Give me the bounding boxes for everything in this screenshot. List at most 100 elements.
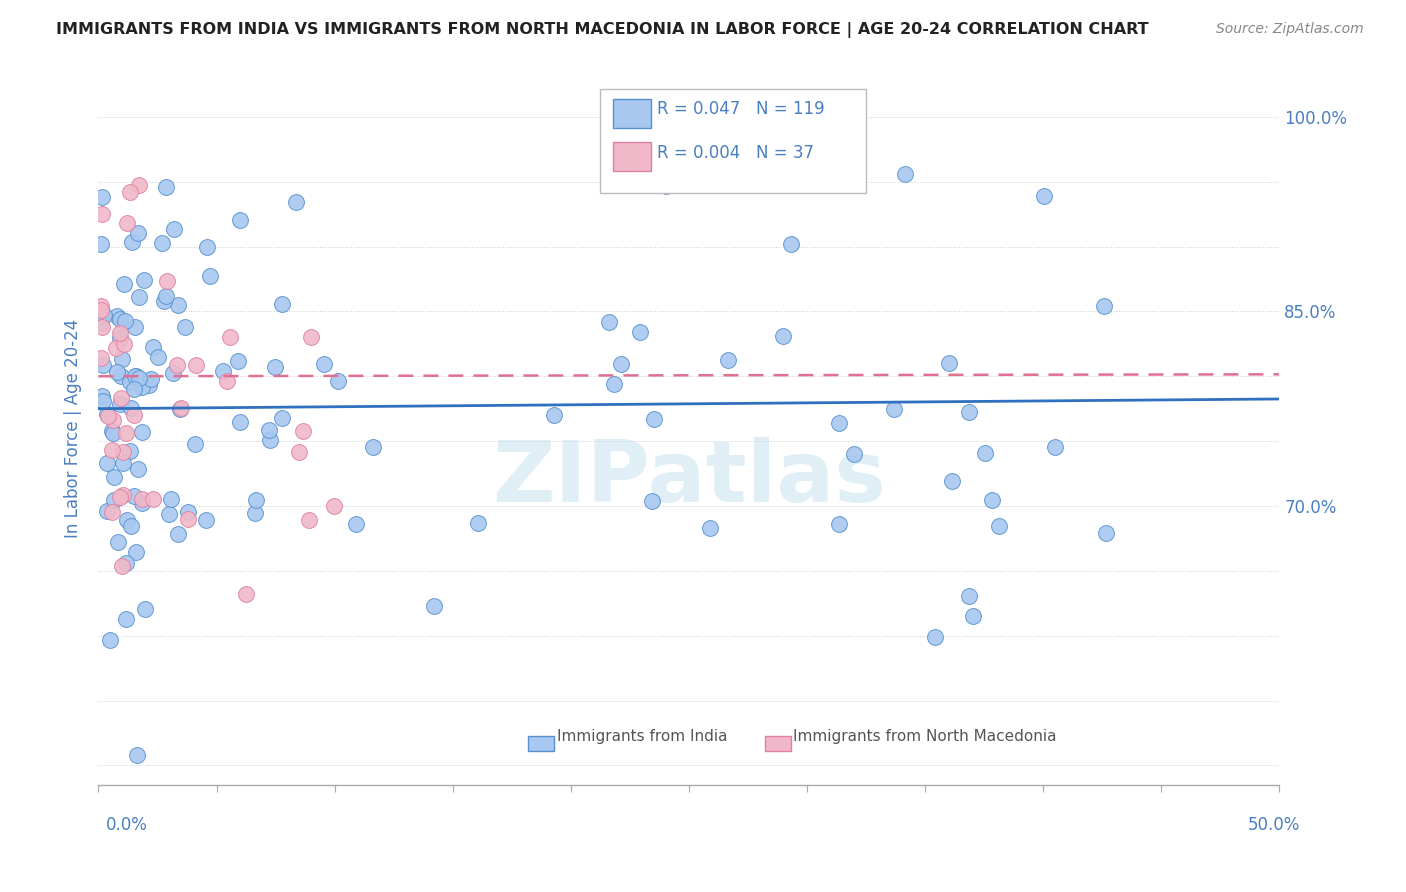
Point bbox=[1032, 189, 1054, 203]
Point bbox=[96, 456, 118, 470]
Point bbox=[344, 516, 367, 531]
Point bbox=[655, 178, 678, 193]
FancyBboxPatch shape bbox=[613, 99, 651, 128]
Point bbox=[167, 298, 190, 312]
Point bbox=[229, 415, 252, 429]
Point bbox=[115, 556, 138, 570]
Point bbox=[285, 194, 308, 209]
Point bbox=[101, 425, 124, 439]
Point bbox=[699, 521, 721, 535]
Point bbox=[981, 492, 1004, 507]
Point bbox=[90, 316, 112, 330]
Point bbox=[122, 409, 145, 423]
Point bbox=[259, 433, 281, 447]
Point bbox=[142, 340, 165, 354]
Point bbox=[97, 409, 120, 423]
Point bbox=[103, 470, 125, 484]
Point bbox=[128, 371, 150, 385]
Point bbox=[609, 357, 631, 371]
Point bbox=[1043, 441, 1066, 455]
Point bbox=[167, 526, 190, 541]
Point bbox=[98, 632, 121, 647]
Point bbox=[128, 290, 150, 304]
Point bbox=[105, 365, 128, 379]
Point bbox=[127, 226, 149, 240]
Point bbox=[90, 320, 112, 334]
Point bbox=[91, 359, 114, 373]
Point bbox=[299, 329, 322, 343]
Point bbox=[184, 358, 207, 372]
Point bbox=[195, 240, 218, 254]
Point bbox=[134, 601, 156, 615]
FancyBboxPatch shape bbox=[529, 736, 554, 751]
Point bbox=[124, 369, 146, 384]
Point bbox=[173, 320, 195, 334]
FancyBboxPatch shape bbox=[600, 89, 866, 193]
Point bbox=[142, 491, 165, 506]
Point bbox=[125, 369, 148, 384]
Point bbox=[962, 609, 984, 624]
Point bbox=[828, 416, 851, 430]
Point bbox=[112, 277, 135, 291]
Text: R = 0.004   N = 37: R = 0.004 N = 37 bbox=[657, 145, 814, 162]
Point bbox=[543, 408, 565, 422]
Text: R = 0.047   N = 119: R = 0.047 N = 119 bbox=[657, 100, 825, 118]
Point bbox=[212, 364, 235, 378]
Point bbox=[163, 222, 186, 236]
Y-axis label: In Labor Force | Age 20-24: In Labor Force | Age 20-24 bbox=[65, 318, 83, 538]
Point bbox=[124, 545, 146, 559]
Point bbox=[772, 329, 794, 343]
Point bbox=[131, 380, 153, 394]
Point bbox=[150, 235, 173, 250]
Point bbox=[779, 236, 801, 251]
Point bbox=[169, 402, 191, 417]
Point bbox=[602, 377, 624, 392]
Point bbox=[90, 302, 112, 317]
Point bbox=[90, 237, 112, 252]
Point bbox=[132, 273, 155, 287]
Point bbox=[292, 424, 315, 438]
Point bbox=[122, 382, 145, 396]
Point bbox=[93, 308, 115, 322]
Point bbox=[628, 325, 651, 339]
Point bbox=[112, 336, 135, 351]
Point bbox=[160, 492, 183, 507]
Point bbox=[988, 519, 1011, 533]
Point bbox=[114, 612, 136, 626]
Point bbox=[96, 504, 118, 518]
Point bbox=[111, 488, 134, 502]
Text: Source: ZipAtlas.com: Source: ZipAtlas.com bbox=[1216, 22, 1364, 37]
Point bbox=[288, 445, 311, 459]
Point bbox=[1095, 525, 1118, 540]
Point bbox=[103, 413, 125, 427]
Point bbox=[229, 213, 252, 227]
Point bbox=[218, 330, 240, 344]
Point bbox=[108, 326, 131, 341]
Point bbox=[323, 499, 346, 513]
Point bbox=[120, 401, 142, 415]
Point bbox=[156, 274, 179, 288]
Point bbox=[121, 235, 143, 249]
Text: ZIPatlas: ZIPatlas bbox=[492, 436, 886, 520]
Point bbox=[226, 354, 249, 368]
Point bbox=[101, 425, 124, 440]
Text: IMMIGRANTS FROM INDIA VS IMMIGRANTS FROM NORTH MACEDONIA IN LABOR FORCE | AGE 20: IMMIGRANTS FROM INDIA VS IMMIGRANTS FROM… bbox=[56, 22, 1149, 38]
Point bbox=[598, 315, 620, 329]
Point bbox=[90, 389, 112, 403]
Point bbox=[844, 447, 866, 461]
Point bbox=[361, 440, 384, 454]
Point bbox=[120, 518, 142, 533]
Point bbox=[108, 397, 131, 411]
Point bbox=[128, 178, 150, 192]
Point bbox=[235, 587, 257, 601]
Point bbox=[108, 490, 131, 504]
Point bbox=[104, 341, 127, 355]
Point bbox=[118, 185, 141, 199]
Point bbox=[155, 289, 177, 303]
Point bbox=[245, 493, 267, 508]
Point bbox=[883, 401, 905, 416]
Point bbox=[177, 505, 200, 519]
Point bbox=[177, 512, 200, 526]
Point bbox=[957, 405, 980, 419]
Point bbox=[117, 216, 139, 230]
